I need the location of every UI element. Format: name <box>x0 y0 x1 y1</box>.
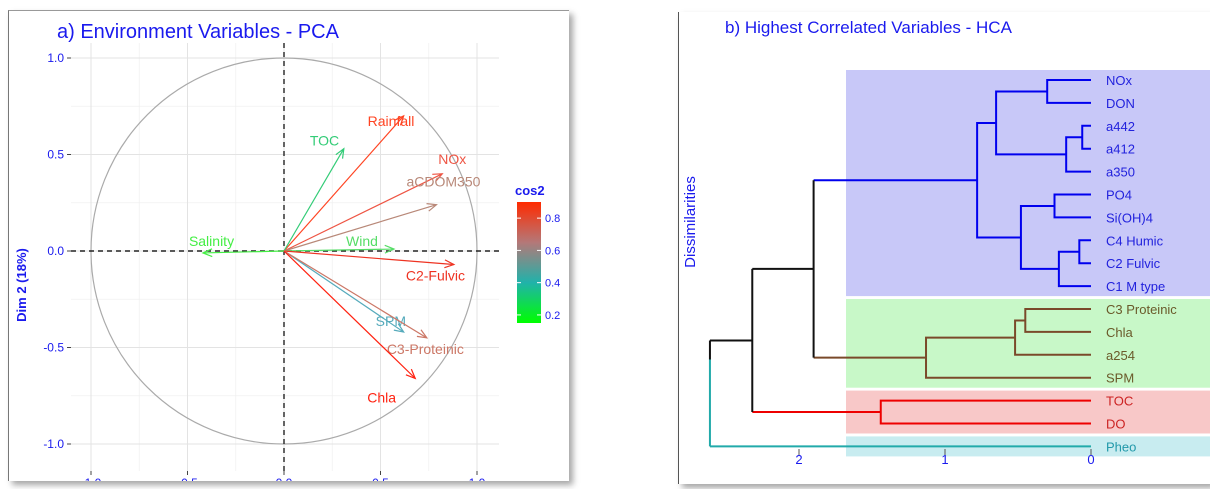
leaf-label: Pheo <box>1106 439 1136 454</box>
vector-label: C3-Proteinic <box>387 341 464 357</box>
leaf-label: a350 <box>1106 165 1135 180</box>
leaf-label: a412 <box>1106 142 1135 157</box>
leaf-label: Chla <box>1106 325 1134 340</box>
x-tick-label: -0.5 <box>177 476 198 481</box>
arrowhead <box>384 244 396 254</box>
arrowhead <box>426 203 438 212</box>
legend-colorbar <box>517 202 541 323</box>
y-tick-label: 0.0 <box>47 244 64 258</box>
x-tick-label: 1 <box>941 452 948 467</box>
y-tick-label: -0.5 <box>43 341 64 355</box>
arrowhead <box>444 259 456 269</box>
pca-chart: a) Environment Variables - PCA -1.0-1.0-… <box>14 21 560 489</box>
arrowhead <box>335 147 345 159</box>
x-tick-label: -1.0 <box>81 476 102 481</box>
leaf-label: C3 Proteinic <box>1106 302 1177 317</box>
cluster-box <box>846 299 1210 388</box>
plot-background <box>71 43 499 471</box>
hca-title: b) Highest Correlated Variables - HCA <box>725 18 1013 37</box>
dendrogram-branch <box>925 336 1091 379</box>
legend-tick-label: 0.2 <box>545 310 560 322</box>
vector-acdom350 <box>283 204 437 252</box>
dendrogram-branch <box>879 399 1091 425</box>
leaf-label: SPM <box>1106 371 1134 386</box>
vector-label: Rainfall <box>368 113 415 129</box>
x-tick-label: 1.0 <box>469 476 486 481</box>
legend-title: cos2 <box>515 183 545 198</box>
leaf-label: PO4 <box>1106 188 1132 203</box>
arrowhead <box>432 173 444 182</box>
vector-label: Chla <box>367 389 396 405</box>
legend-tick-label: 0.4 <box>545 278 560 290</box>
pca-plot-area: -1.0 -1.0 -0.5 -0.5 0.0 0.0 0.5 0.5 1.0 1.0 Rainfa… <box>43 43 499 489</box>
legend-tick-label: 0.6 <box>545 245 560 257</box>
vector-label: SPM <box>376 313 406 329</box>
vector-spm <box>283 250 404 333</box>
x-tick-label: 0.0 <box>276 476 293 481</box>
hca-chart: b) Highest Correlated Variables - HCA Di… <box>682 18 1210 467</box>
pca-title: a) Environment Variables - PCA <box>57 21 340 43</box>
vector-label: NOx <box>438 151 466 167</box>
vector-label: aCDOM350 <box>406 174 480 190</box>
vector-wind <box>283 248 395 252</box>
leaf-label: TOC <box>1106 394 1133 409</box>
pca-panel: a) Environment Variables - PCA -1.0-1.0-… <box>8 10 569 489</box>
pca-legend: cos2 0.8 0.6 0.4 0.2 <box>515 183 560 323</box>
vector-toc <box>283 148 345 252</box>
arrowhead <box>405 368 417 380</box>
cluster-box <box>846 390 1210 434</box>
leaf-label: a442 <box>1106 119 1135 134</box>
hca-panel: b) Highest Correlated Variables - HCA Di… <box>678 12 1210 484</box>
hca-dendrogram: NOx DON a442 a412 a350 PO4 Si(OH)4 C4 Humic C2 F… <box>708 70 1210 467</box>
leaf-label: C4 Humic <box>1106 233 1164 248</box>
leaf-label: DON <box>1106 96 1135 111</box>
vector-chla <box>283 250 416 379</box>
vector-label: Wind <box>346 233 378 249</box>
vector-label: Salinity <box>189 233 234 249</box>
arrowhead <box>416 329 429 339</box>
x-tick-label: 0.5 <box>372 476 389 481</box>
arrowhead <box>393 323 405 333</box>
dendrogram-branch <box>1078 239 1091 265</box>
vector-c2-fulvic <box>283 250 454 266</box>
leaf-label: C1 M type <box>1106 279 1165 294</box>
vector-label: TOC <box>310 133 339 149</box>
leaf-label: NOx <box>1106 73 1133 88</box>
y-tick-label: -1.0 <box>43 437 64 451</box>
y-tick-label: 0.5 <box>47 148 64 162</box>
dendrogram-branch <box>1024 308 1091 333</box>
pca-y-axis-label: Dim 2 (18%) <box>14 248 29 322</box>
vector-nox <box>283 173 443 252</box>
leaf-label: C2 Fulvic <box>1106 256 1161 271</box>
leaf-label: Si(OH)4 <box>1106 210 1153 225</box>
vector-salinity <box>202 250 285 254</box>
dendrogram-branch <box>1019 204 1059 270</box>
leaf-label: a254 <box>1106 348 1135 363</box>
x-tick-label: 0 <box>1087 452 1094 467</box>
hca-y-axis-label: Dissimilarities <box>682 176 699 268</box>
arrowhead <box>201 248 213 258</box>
vector-rainfall <box>283 115 405 252</box>
leaf-label: DO <box>1106 417 1126 432</box>
arrowhead <box>394 114 405 126</box>
vector-c3-proteinic <box>283 250 428 339</box>
y-tick-label: 1.0 <box>47 51 64 65</box>
vector-label: C2-Fulvic <box>406 268 465 284</box>
x-tick-label: 2 <box>795 452 802 467</box>
cluster-box <box>846 70 1210 297</box>
legend-tick-label: 0.8 <box>545 213 560 225</box>
